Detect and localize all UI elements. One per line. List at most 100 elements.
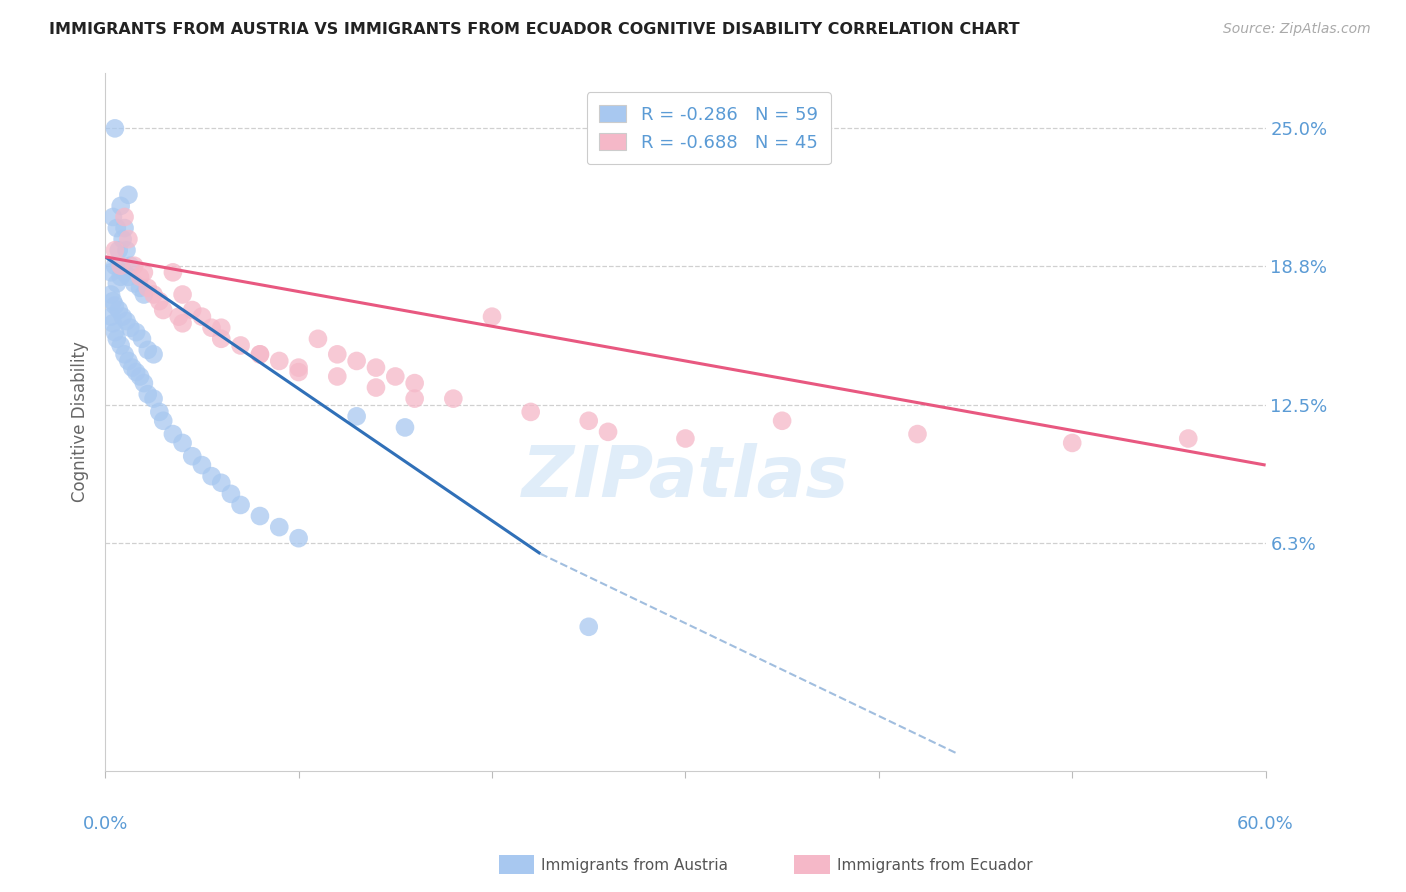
- Point: [142, 287, 165, 301]
- Point: [1062, 436, 1084, 450]
- Point: [191, 310, 214, 324]
- Point: [162, 427, 184, 442]
- Text: 60.0%: 60.0%: [1237, 815, 1294, 833]
- Point: [120, 259, 142, 273]
- Point: [132, 376, 155, 391]
- Point: [172, 287, 194, 301]
- Point: [481, 310, 503, 324]
- Point: [121, 360, 143, 375]
- Point: [125, 365, 148, 379]
- Point: [104, 259, 127, 273]
- Point: [115, 314, 138, 328]
- Point: [249, 347, 271, 361]
- Point: [181, 449, 204, 463]
- Point: [441, 392, 464, 406]
- Point: [404, 376, 426, 391]
- Text: Immigrants from Austria: Immigrants from Austria: [541, 858, 728, 872]
- Point: [142, 392, 165, 406]
- Point: [148, 294, 170, 309]
- Point: [131, 332, 153, 346]
- Point: [209, 475, 232, 490]
- Point: [152, 414, 174, 428]
- Point: [907, 427, 929, 442]
- Point: [105, 221, 128, 235]
- Point: [287, 365, 309, 379]
- Point: [200, 320, 222, 334]
- Point: [129, 369, 152, 384]
- Text: Source: ZipAtlas.com: Source: ZipAtlas.com: [1223, 22, 1371, 37]
- Point: [346, 354, 368, 368]
- Point: [111, 310, 134, 324]
- Point: [136, 387, 159, 401]
- Point: [404, 392, 426, 406]
- Point: [578, 414, 600, 428]
- Point: [122, 277, 145, 291]
- Text: 0.0%: 0.0%: [83, 815, 128, 833]
- Point: [596, 425, 619, 439]
- Point: [114, 347, 136, 361]
- Point: [578, 620, 600, 634]
- Point: [117, 354, 139, 368]
- Point: [110, 338, 132, 352]
- Point: [673, 432, 696, 446]
- Point: [101, 210, 124, 224]
- Point: [100, 287, 122, 301]
- Legend: R = -0.286   N = 59, R = -0.688   N = 45: R = -0.286 N = 59, R = -0.688 N = 45: [586, 93, 831, 164]
- Point: [100, 265, 122, 279]
- Point: [519, 405, 541, 419]
- Point: [142, 347, 165, 361]
- Point: [101, 316, 124, 330]
- Point: [287, 360, 309, 375]
- Point: [110, 259, 132, 273]
- Point: [249, 509, 271, 524]
- Point: [110, 199, 132, 213]
- Point: [110, 269, 132, 284]
- Point: [114, 221, 136, 235]
- Point: [117, 187, 139, 202]
- Point: [100, 310, 122, 324]
- Point: [200, 469, 222, 483]
- Point: [364, 360, 387, 375]
- Point: [129, 281, 152, 295]
- Point: [104, 121, 127, 136]
- Text: ZIPatlas: ZIPatlas: [522, 443, 849, 512]
- Point: [107, 303, 129, 318]
- Point: [229, 498, 252, 512]
- Point: [269, 520, 291, 534]
- Point: [191, 458, 214, 472]
- Point: [1177, 432, 1199, 446]
- Point: [111, 232, 134, 246]
- Point: [346, 409, 368, 424]
- Point: [326, 347, 349, 361]
- Point: [307, 332, 329, 346]
- Point: [167, 310, 190, 324]
- Point: [104, 325, 127, 339]
- Point: [120, 320, 142, 334]
- Point: [770, 414, 793, 428]
- Point: [129, 269, 152, 284]
- Point: [209, 320, 232, 334]
- Point: [117, 269, 139, 284]
- Point: [219, 487, 242, 501]
- Point: [101, 294, 124, 309]
- Point: [136, 343, 159, 357]
- Point: [172, 436, 194, 450]
- Point: [114, 210, 136, 224]
- Point: [117, 232, 139, 246]
- Point: [152, 303, 174, 318]
- Point: [122, 259, 145, 273]
- Point: [107, 243, 129, 257]
- Point: [104, 243, 127, 257]
- Text: IMMIGRANTS FROM AUSTRIA VS IMMIGRANTS FROM ECUADOR COGNITIVE DISABILITY CORRELAT: IMMIGRANTS FROM AUSTRIA VS IMMIGRANTS FR…: [49, 22, 1019, 37]
- Point: [114, 265, 136, 279]
- Point: [229, 338, 252, 352]
- Point: [104, 299, 127, 313]
- Point: [132, 287, 155, 301]
- Point: [249, 347, 271, 361]
- Point: [172, 316, 194, 330]
- Point: [105, 277, 128, 291]
- Point: [132, 265, 155, 279]
- Point: [364, 380, 387, 394]
- Point: [162, 265, 184, 279]
- Point: [105, 332, 128, 346]
